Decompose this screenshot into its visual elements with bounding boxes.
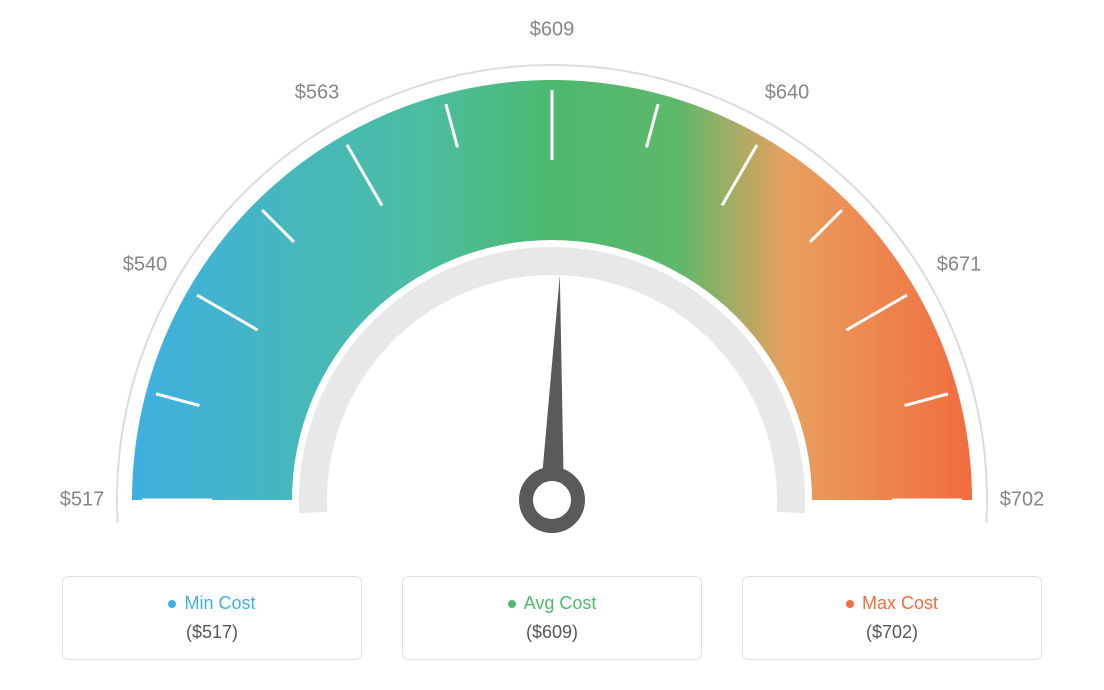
legend-label-avg: Avg Cost	[524, 593, 597, 614]
tick-label: $609	[530, 19, 575, 42]
legend-label-max: Max Cost	[862, 593, 938, 614]
legend-label-min: Min Cost	[184, 593, 255, 614]
tick-label: $517	[60, 489, 105, 512]
tick-label: $563	[295, 81, 340, 104]
legend-value-min: ($517)	[83, 622, 341, 643]
legend-row: Min Cost ($517) Avg Cost ($609) Max Cost…	[0, 576, 1104, 660]
legend-value-max: ($702)	[763, 622, 1021, 643]
gauge-chart: $517 $540 $563 $609 $640 $671 $702	[0, 0, 1104, 560]
tick-label: $540	[123, 254, 168, 277]
tick-label: $671	[937, 254, 982, 277]
legend-dot-max	[846, 600, 854, 608]
legend-dot-avg	[508, 600, 516, 608]
legend-dot-min	[168, 600, 176, 608]
legend-min: Min Cost ($517)	[62, 576, 362, 660]
legend-value-avg: ($609)	[423, 622, 681, 643]
legend-avg: Avg Cost ($609)	[402, 576, 702, 660]
gauge-svg	[0, 0, 1104, 560]
tick-label: $702	[1000, 489, 1045, 512]
tick-label: $640	[765, 81, 810, 104]
legend-max: Max Cost ($702)	[742, 576, 1042, 660]
